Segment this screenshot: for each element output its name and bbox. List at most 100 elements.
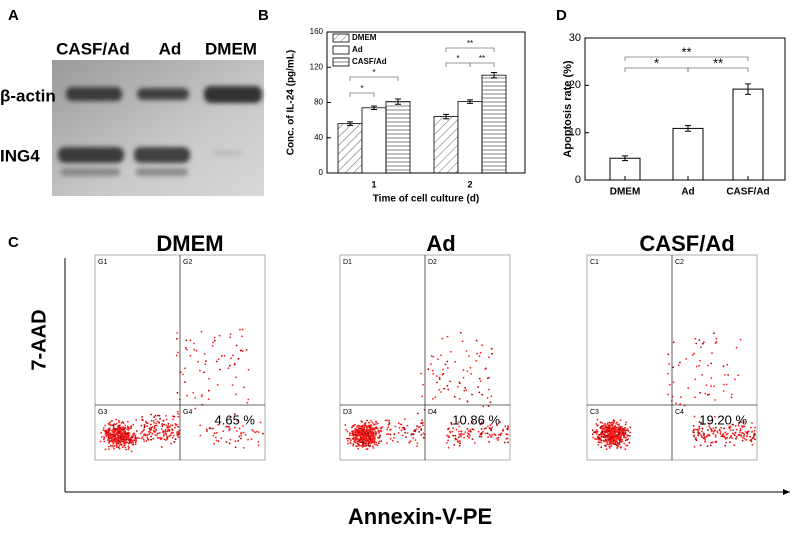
sig-bracket [624,56,749,61]
event-dot [156,434,158,436]
event-dot [122,438,125,441]
x-tick-label: Ad [681,187,694,198]
event-dot [237,357,240,360]
event-dot [128,438,131,440]
event-dot [366,428,369,431]
event-dot [375,420,377,423]
event-dot [699,391,702,394]
event-dot [154,434,157,436]
event-dot [489,435,492,438]
event-dot [685,358,688,360]
event-dot [610,436,613,439]
event-dot [750,439,752,442]
event-dot [699,444,702,447]
event-dot [350,439,353,441]
sig-label: * [360,84,363,93]
quadrant-label: G3 [98,409,107,416]
event-dot [378,430,380,433]
event-dot [165,430,167,433]
event-dot [496,437,498,440]
event-dot [360,430,363,433]
event-dot [751,430,753,433]
event-dot [709,444,712,447]
event-dot [185,347,187,349]
event-dot [693,431,695,434]
event-dot [461,340,464,343]
event-dot [624,431,627,434]
event-dot [166,430,169,433]
event-dot [485,427,487,429]
event-dot [107,448,110,450]
event-dot [354,438,357,441]
event-dot [233,362,236,365]
event-dot [225,425,228,428]
event-dot [173,415,176,418]
event-dot [197,360,200,363]
sig-bracket [445,47,495,52]
event-dot [490,347,493,350]
event-dot [213,442,216,445]
event-dot [373,432,375,434]
event-dot [693,415,696,418]
event-dot [616,447,618,449]
event-dot [154,414,157,417]
event-dot [614,425,616,427]
event-dot [435,375,438,377]
event-dot [459,442,461,445]
event-dot [466,370,469,373]
sig-label: * [654,55,659,70]
event-dot [194,407,197,410]
quadrant-label: C2 [675,259,684,266]
event-dot [126,426,129,429]
event-dot [364,434,367,437]
event-dot [353,441,356,443]
event-dot [109,435,112,438]
event-dot [158,414,161,417]
event-dot [406,432,409,434]
event-dot [176,332,179,334]
event-dot [753,429,756,432]
event-dot [619,434,621,437]
event-dot [606,443,609,446]
event-dot [729,436,732,438]
event-dot [753,434,755,437]
event-dot [367,442,370,444]
event-dot [722,390,725,392]
event-dot [177,433,180,436]
event-dot [239,432,242,435]
event-dot [352,443,355,446]
event-dot [147,439,150,441]
event-dot [356,430,359,432]
event-dot [118,427,121,430]
event-dot [176,337,178,340]
event-dot [215,431,218,434]
event-dot [691,354,694,356]
event-dot [623,436,626,439]
event-dot [403,426,405,429]
event-dot [615,422,617,425]
event-dot [507,441,509,444]
event-dot [115,427,118,430]
sig-bracket [469,62,495,67]
y-axis-label: Conc. of IL-24 (pg/mL) [286,50,297,156]
event-dot [743,425,746,428]
event-dot [698,339,701,341]
event-dot [605,431,607,433]
event-dot [606,435,609,438]
event-dot [165,415,167,417]
event-dot [710,362,713,365]
event-dot [695,365,698,368]
event-dot [710,377,713,379]
event-dot [708,393,711,396]
event-dot [432,373,435,375]
event-dot [243,386,245,389]
event-dot [381,426,384,428]
event-dot [752,436,755,438]
event-dot [103,440,106,443]
event-dot [606,440,608,442]
event-dot [123,439,126,442]
event-dot [135,438,138,440]
event-dot [724,444,727,447]
event-dot [163,434,165,436]
event-dot [393,437,395,439]
